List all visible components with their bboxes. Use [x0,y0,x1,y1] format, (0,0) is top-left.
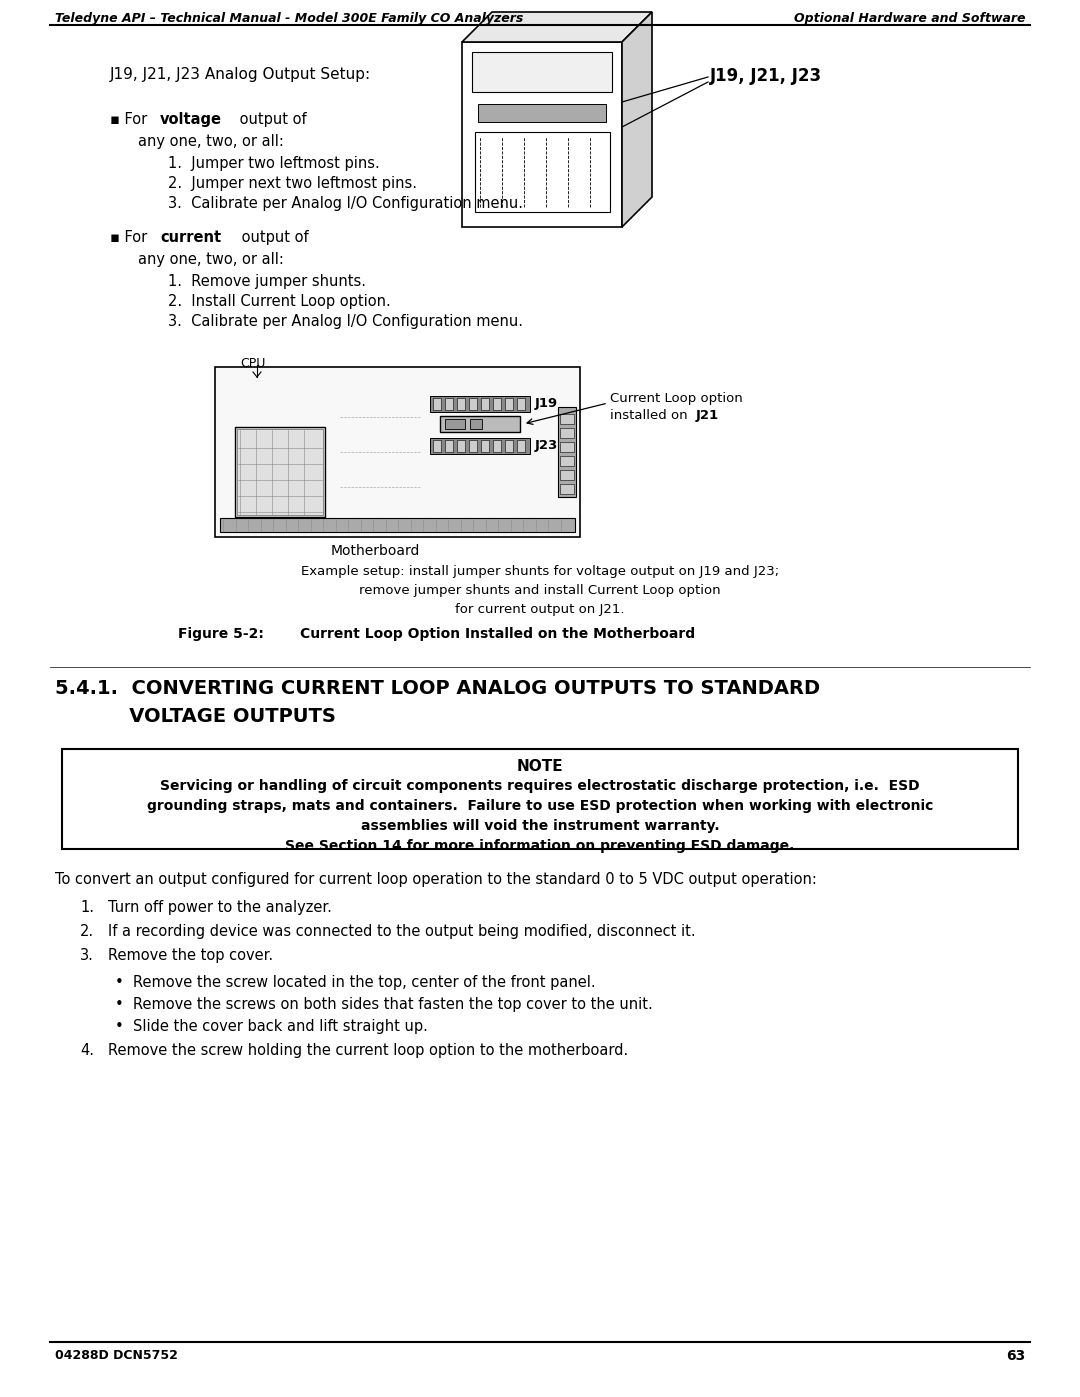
Text: for current output on J21.: for current output on J21. [456,604,624,616]
Text: output of: output of [237,231,309,244]
Bar [561,455,573,467]
Bar [472,52,612,92]
Bar [430,439,530,454]
Bar [470,419,482,429]
Bar [445,440,453,453]
Text: CPU: CPU [240,358,266,370]
Bar [492,440,501,453]
Text: any one, two, or all:: any one, two, or all: [138,134,284,149]
Bar [457,398,465,409]
Text: 3.  Calibrate per Analog I/O Configuration menu.: 3. Calibrate per Analog I/O Configuratio… [168,314,523,330]
Bar [469,398,477,409]
Text: 3.: 3. [80,949,94,963]
Bar [457,440,465,453]
Bar [561,483,573,495]
Text: J23: J23 [535,439,558,453]
Text: •: • [114,997,124,1011]
Polygon shape [462,42,622,226]
Text: J19, J21, J23: J19, J21, J23 [710,67,822,85]
Bar [433,440,441,453]
Polygon shape [462,13,652,42]
Text: 04288D DCN5752: 04288D DCN5752 [55,1350,178,1362]
Text: 2.  Install Current Loop option.: 2. Install Current Loop option. [168,293,391,309]
Bar [561,414,573,425]
Text: installed on: installed on [610,409,692,422]
Bar [430,395,530,412]
Text: •: • [114,1018,124,1034]
Text: Servicing or handling of circuit components requires electrostatic discharge pro: Servicing or handling of circuit compone… [160,780,920,793]
Bar [561,441,573,453]
Bar [505,398,513,409]
Bar [561,469,573,481]
Bar [440,416,519,432]
Text: Figure 5-2:: Figure 5-2: [178,627,264,641]
Text: Example setup: install jumper shunts for voltage output on J19 and J23;: Example setup: install jumper shunts for… [301,564,779,578]
Text: 2.  Jumper next two leftmost pins.: 2. Jumper next two leftmost pins. [168,176,417,191]
Text: J19: J19 [535,397,558,409]
Text: assemblies will void the instrument warranty.: assemblies will void the instrument warr… [361,819,719,833]
Text: To convert an output configured for current loop operation to the standard 0 to : To convert an output configured for curr… [55,872,816,887]
Bar [492,398,501,409]
Bar [215,367,580,536]
Bar [220,518,575,532]
Text: Teledyne API – Technical Manual - Model 300E Family CO Analyzers: Teledyne API – Technical Manual - Model … [55,13,524,25]
Text: Current Loop option: Current Loop option [610,393,743,405]
Text: If a recording device was connected to the output being modified, disconnect it.: If a recording device was connected to t… [108,923,696,939]
Text: Turn off power to the analyzer.: Turn off power to the analyzer. [108,900,332,915]
Polygon shape [622,13,652,226]
Text: Remove the screws on both sides that fasten the top cover to the unit.: Remove the screws on both sides that fas… [133,997,652,1011]
Text: grounding straps, mats and containers.  Failure to use ESD protection when worki: grounding straps, mats and containers. F… [147,799,933,813]
Text: 2.: 2. [80,923,94,939]
Text: 1.  Jumper two leftmost pins.: 1. Jumper two leftmost pins. [168,156,380,170]
Bar [237,429,323,515]
Text: current: current [160,231,221,244]
Text: J21: J21 [696,409,719,422]
Bar [517,440,525,453]
Text: Remove the screw located in the top, center of the front panel.: Remove the screw located in the top, cen… [133,975,596,990]
Text: NOTE: NOTE [516,759,564,774]
Text: 4.: 4. [80,1044,94,1058]
Bar [481,398,489,409]
Bar [469,440,477,453]
Text: Motherboard: Motherboard [330,543,420,557]
Text: •: • [114,975,124,990]
Text: ▪ For: ▪ For [110,231,152,244]
Bar [478,103,606,122]
Bar [62,749,1018,849]
Text: voltage: voltage [160,112,222,127]
Bar [445,419,465,429]
Text: 1.  Remove jumper shunts.: 1. Remove jumper shunts. [168,274,366,289]
Text: 5.4.1.  CONVERTING CURRENT LOOP ANALOG OUTPUTS TO STANDARD: 5.4.1. CONVERTING CURRENT LOOP ANALOG OU… [55,679,820,698]
Bar [235,427,325,517]
Text: Optional Hardware and Software: Optional Hardware and Software [794,13,1025,25]
Text: See Section 14 for more information on preventing ESD damage.: See Section 14 for more information on p… [285,840,795,854]
Text: Current Loop Option Installed on the Motherboard: Current Loop Option Installed on the Mot… [300,627,696,641]
Text: Slide the cover back and lift straight up.: Slide the cover back and lift straight u… [133,1018,428,1034]
Bar [505,440,513,453]
Bar [475,131,610,212]
Text: J19, J21, J23 Analog Output Setup:: J19, J21, J23 Analog Output Setup: [110,67,372,82]
Text: VOLTAGE OUTPUTS: VOLTAGE OUTPUTS [55,707,336,726]
Bar [433,398,441,409]
Bar [481,440,489,453]
Text: 63: 63 [1005,1350,1025,1363]
Bar [558,407,576,497]
Text: any one, two, or all:: any one, two, or all: [138,251,284,267]
Text: Remove the screw holding the current loop option to the motherboard.: Remove the screw holding the current loo… [108,1044,629,1058]
Text: remove jumper shunts and install Current Loop option: remove jumper shunts and install Current… [360,584,720,597]
Text: ▪ For: ▪ For [110,112,152,127]
Text: 3.  Calibrate per Analog I/O Configuration menu.: 3. Calibrate per Analog I/O Configuratio… [168,196,523,211]
Text: 1.: 1. [80,900,94,915]
Bar [517,398,525,409]
Bar [561,427,573,439]
Bar [445,398,453,409]
Text: output of: output of [235,112,307,127]
Text: Remove the top cover.: Remove the top cover. [108,949,273,963]
